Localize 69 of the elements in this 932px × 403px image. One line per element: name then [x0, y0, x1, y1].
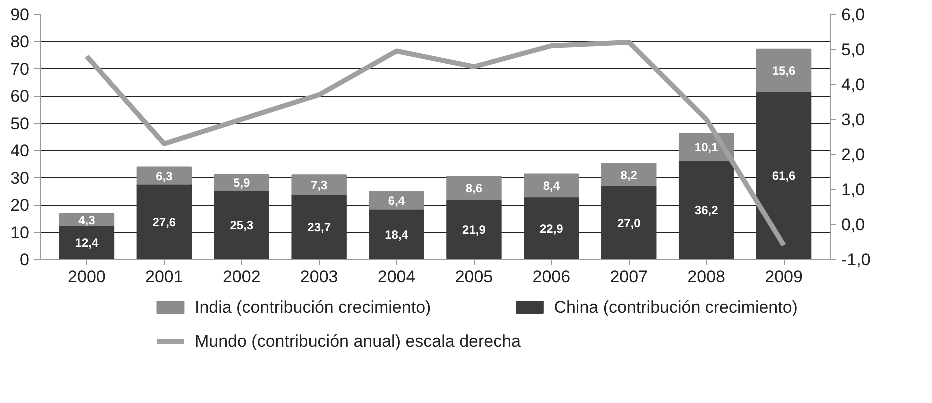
bar: [59, 225, 115, 260]
data-label: 27,0: [617, 216, 642, 230]
data-label: 25,3: [230, 218, 254, 233]
bar: [524, 196, 580, 260]
y2-tick-label: 3,0: [842, 110, 866, 130]
bar: [446, 176, 502, 200]
y-tick-label: 90: [10, 6, 30, 24]
data-label: 61,6: [772, 169, 796, 184]
bar: [292, 174, 347, 196]
x-tick-label: 2002: [222, 268, 261, 286]
data-label: 6,4: [388, 194, 406, 208]
bar: [292, 194, 347, 260]
y-tick-label: 30: [10, 168, 30, 188]
bar: [214, 174, 270, 192]
bar: [524, 174, 580, 198]
y-tick-label: 10: [10, 223, 30, 242]
y-tick-label: 80: [10, 32, 30, 52]
legend-label: Mundo (contribución anual) escala derecha: [194, 332, 522, 351]
y-tick-label: 20: [10, 196, 30, 216]
y2-tick-label: 6,0: [842, 6, 866, 24]
bar: [136, 166, 192, 185]
data-label: 8,2: [620, 168, 638, 182]
x-tick-label: 2009: [765, 268, 803, 286]
y-tick-label: 70: [10, 60, 30, 79]
x-tick-label: 2003: [300, 268, 338, 286]
bar: [214, 190, 270, 260]
data-label: 4,3: [78, 213, 96, 228]
x-tick-label: 2001: [146, 268, 184, 286]
bar: [602, 186, 657, 260]
data-label: 10,1: [694, 140, 719, 155]
bar: [369, 191, 424, 210]
data-label: 7,3: [310, 178, 328, 193]
x-tick-label: 2006: [532, 268, 571, 286]
data-label: 6,3: [156, 169, 174, 184]
y2-tick-label: 1,0: [842, 180, 866, 200]
data-label: 5,9: [234, 176, 251, 190]
data-label: 15,6: [772, 64, 796, 78]
data-label: 18,4: [385, 228, 409, 242]
data-label: 8,4: [543, 179, 560, 194]
bar: [602, 163, 657, 186]
data-label: 21,9: [462, 223, 486, 238]
bar: [756, 48, 812, 92]
data-label: 27,6: [152, 215, 176, 230]
y2-tick-label: 4,0: [842, 76, 866, 94]
data-label: 8,6: [466, 182, 483, 196]
x-tick-label: 2005: [455, 268, 494, 286]
bar: [136, 184, 192, 260]
bar: [756, 91, 812, 260]
data-label: 23,7: [308, 220, 332, 235]
y2-tick-label: -1,0: [842, 250, 871, 270]
data-label: 12,4: [75, 236, 99, 250]
x-tick-label: 2007: [610, 268, 648, 286]
y-tick-label: 60: [10, 87, 30, 106]
x-tick-label: 2004: [378, 268, 416, 286]
bar: [678, 160, 734, 260]
data-label: 22,9: [540, 222, 564, 236]
y-tick-label: 0: [20, 250, 30, 270]
y2-tick-label: 0,0: [842, 216, 866, 234]
bar: [369, 208, 424, 260]
y-tick-label: 40: [10, 142, 30, 161]
y-tick-label: 50: [10, 114, 30, 134]
bar: [446, 199, 502, 260]
y2-tick-label: 2,0: [842, 146, 866, 164]
data-label: 36,2: [694, 204, 719, 218]
x-tick-label: 2000: [68, 268, 106, 286]
y2-tick-label: 5,0: [842, 40, 866, 60]
legend-label: India (contribución crecimiento): [194, 298, 432, 317]
legend-label: China (contribución crecimiento): [554, 298, 798, 317]
x-tick-label: 2008: [688, 268, 726, 286]
